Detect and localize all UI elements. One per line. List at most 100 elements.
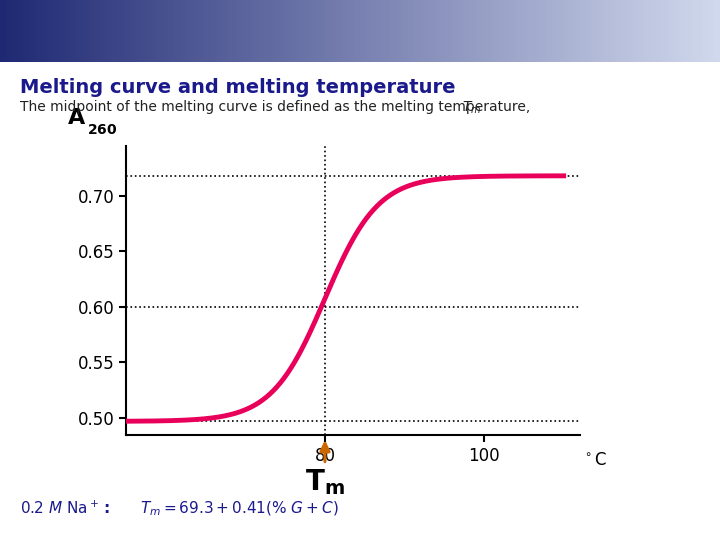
Bar [315,0,318,62]
Bar [444,0,447,62]
Bar [621,0,625,62]
Bar [451,0,454,62]
Bar [434,0,438,62]
Bar [475,0,478,62]
Bar [36,0,39,62]
Bar [257,0,260,62]
Bar [351,0,354,62]
Bar [0,0,3,62]
Bar [581,0,584,62]
Bar [182,0,186,62]
Bar [689,0,692,62]
Bar [410,0,413,62]
Bar [204,0,207,62]
Bar [127,0,130,62]
Bar [703,0,706,62]
Text: $\mathbf{A}$: $\mathbf{A}$ [67,109,86,129]
Bar [74,0,78,62]
Bar [603,0,606,62]
Bar [63,0,66,62]
Bar [629,0,632,62]
Bar [266,0,269,62]
Bar [490,0,492,62]
Bar [533,0,536,62]
Bar [101,0,104,62]
Bar [377,0,380,62]
Bar [708,0,711,62]
Bar [523,0,526,62]
Bar [153,0,157,62]
Bar [655,0,658,62]
Bar [336,0,339,62]
Bar [348,0,351,62]
Bar [91,0,94,62]
Bar [461,0,464,62]
Bar [646,0,649,62]
Bar [564,0,567,62]
Bar [670,0,672,62]
Bar [401,0,404,62]
Bar [245,0,248,62]
Bar [173,0,176,62]
Bar [571,0,575,62]
Bar [585,0,589,62]
Bar [331,0,334,62]
Bar [612,0,615,62]
Bar [513,0,517,62]
Bar [271,0,274,62]
Bar [567,0,570,62]
Text: $\mathit{T}_m = 69.3 + 0.41(\%\ G + C)$: $\mathit{T}_m = 69.3 + 0.41(\%\ G + C)$ [140,500,339,518]
Bar [367,0,370,62]
Bar [189,0,193,62]
Text: $0.2\ \mathit{M}\ \mathrm{Na}^+\mathbf{:}$: $0.2\ \mathit{M}\ \mathrm{Na}^+\mathbf{:… [20,500,111,517]
Bar [70,0,73,62]
Bar [562,0,564,62]
Bar [322,0,325,62]
Bar [427,0,431,62]
Bar [307,0,310,62]
Bar [113,0,116,62]
Bar [372,0,375,62]
Bar [137,0,140,62]
Bar [211,0,215,62]
Bar [497,0,500,62]
Bar [648,0,651,62]
Text: $\mathbf{T}_{\mathbf{m}}$: $\mathbf{T}_{\mathbf{m}}$ [305,467,345,497]
Bar [122,0,125,62]
Bar [636,0,639,62]
Bar [252,0,255,62]
Bar [158,0,161,62]
Bar [99,0,102,62]
Bar [194,0,197,62]
Bar [161,0,164,62]
Bar [698,0,701,62]
Text: Melting curve and melting temperature: Melting curve and melting temperature [20,78,456,97]
Bar [588,0,591,62]
Bar [254,0,258,62]
Bar [353,0,356,62]
Bar [408,0,411,62]
Bar [223,0,226,62]
Bar [151,0,154,62]
Text: $^\circ$C: $^\circ$C [582,450,607,469]
Bar [125,0,128,62]
Bar [178,0,181,62]
Bar [38,0,42,62]
Bar [89,0,92,62]
Bar [156,0,159,62]
Bar [149,0,152,62]
Bar [540,0,543,62]
Bar [531,0,534,62]
Bar [578,0,582,62]
Bar [617,0,620,62]
Bar [338,0,341,62]
Bar [665,0,668,62]
Bar [286,0,289,62]
Bar [218,0,222,62]
Bar [516,0,519,62]
Bar [559,0,562,62]
Bar [456,0,459,62]
Bar [468,0,471,62]
Bar [45,0,49,62]
Bar [547,0,550,62]
